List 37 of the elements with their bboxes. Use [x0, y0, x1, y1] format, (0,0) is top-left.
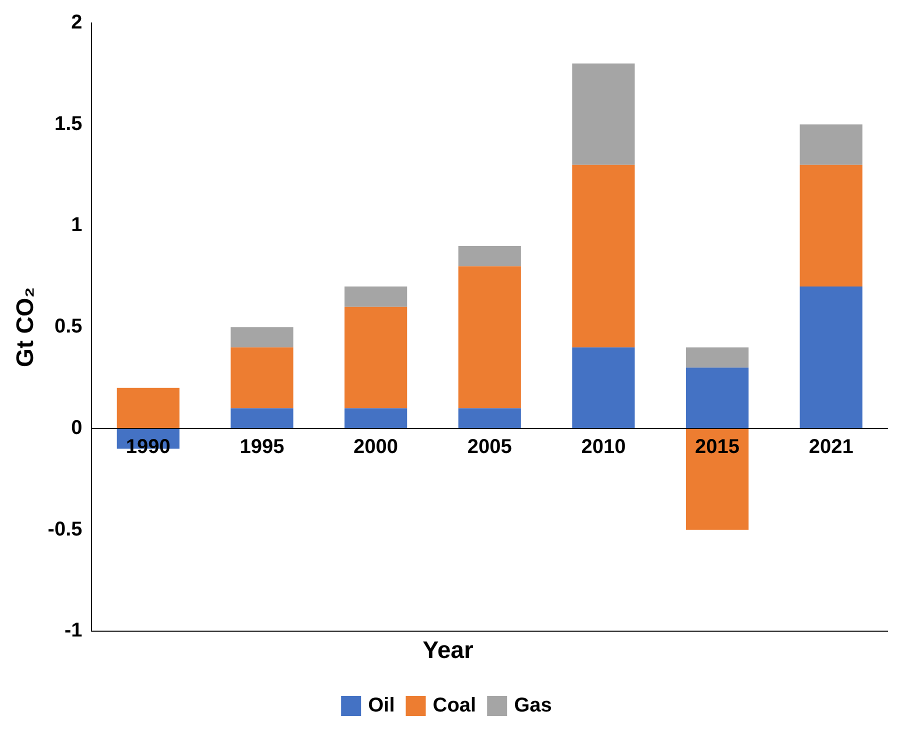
bar	[686, 428, 749, 530]
bar	[572, 64, 635, 165]
bar	[344, 408, 408, 428]
bar	[230, 347, 294, 408]
bar	[800, 286, 862, 428]
bar	[230, 408, 294, 428]
x-tick-label: 1995	[240, 436, 284, 458]
legend-label: Oil	[368, 694, 395, 717]
bar	[230, 327, 294, 348]
bar	[686, 368, 749, 428]
bar	[116, 388, 180, 428]
bar	[344, 306, 408, 408]
legend-label: Coal	[432, 694, 476, 717]
bar	[686, 347, 749, 368]
x-tick-label: 2021	[808, 436, 854, 458]
x-tick-label: 2000	[354, 436, 398, 458]
y-tick-label: -0.5	[48, 518, 82, 540]
bar	[572, 347, 635, 428]
y-tick-label: 2	[71, 12, 82, 34]
y-tick-label: 1.5	[54, 112, 82, 135]
x-tick-label: 2005	[467, 436, 512, 458]
bar	[458, 408, 521, 428]
bar	[344, 286, 408, 307]
x-tick-label: 2010	[581, 436, 626, 458]
legend-label: Gas	[514, 694, 552, 717]
x-axis-title: Year	[422, 636, 474, 664]
y-tick-label: -1	[64, 620, 82, 642]
y-tick-label: 0	[71, 416, 82, 439]
bar	[458, 266, 521, 408]
y-tick-label: 1	[71, 214, 82, 236]
bar	[800, 124, 862, 165]
bar	[800, 164, 862, 287]
x-tick-label: 2015	[695, 436, 740, 458]
bar	[572, 164, 635, 348]
y-tick-label: 0.5	[54, 316, 82, 338]
y-axis-title: Gt CO₂	[12, 287, 40, 368]
bar	[458, 246, 521, 266]
